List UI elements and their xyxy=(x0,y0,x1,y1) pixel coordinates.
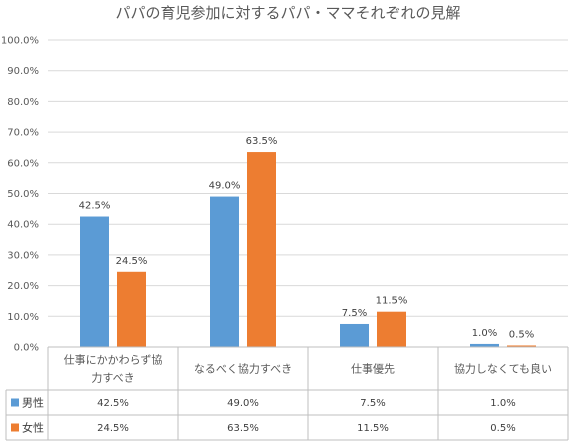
y-tick-label: 20.0% xyxy=(7,281,39,292)
data-label: 1.0% xyxy=(472,328,497,339)
y-tick-label: 90.0% xyxy=(7,66,39,77)
y-tick-label: 80.0% xyxy=(7,97,39,108)
y-tick-label: 0.0% xyxy=(14,343,39,354)
bar xyxy=(377,311,406,347)
table-value: 1.0% xyxy=(490,398,515,409)
table-value: 42.5% xyxy=(97,398,129,409)
category-label: 協力しなくても良い xyxy=(454,362,552,376)
legend-swatch xyxy=(11,423,19,432)
bar xyxy=(247,152,276,347)
category-label: 仕事優先 xyxy=(351,363,395,376)
data-label: 11.5% xyxy=(376,296,408,307)
data-label: 7.5% xyxy=(342,308,367,319)
data-label: 63.5% xyxy=(246,136,278,147)
data-label: 0.5% xyxy=(509,329,534,340)
data-label: 24.5% xyxy=(116,256,148,267)
bar xyxy=(507,345,536,347)
table-value: 49.0% xyxy=(227,398,259,409)
data-label: 49.0% xyxy=(209,181,241,192)
y-tick-label: 40.0% xyxy=(7,220,39,231)
legend-series-name: 男性 xyxy=(22,396,44,410)
y-tick-label: 30.0% xyxy=(7,250,39,261)
table-value: 11.5% xyxy=(357,423,389,434)
category-label: なるべく協力すべき xyxy=(194,363,292,376)
table-value: 63.5% xyxy=(227,423,259,434)
y-tick-label: 70.0% xyxy=(7,128,39,139)
bar xyxy=(80,216,109,347)
data-labels: 42.5% 24.5% 49.0% 63.5% 7.5% 11.5% 1.0% 0.5% xyxy=(79,136,535,340)
bars xyxy=(80,152,536,347)
y-tick-label: 100.0% xyxy=(1,36,39,47)
bar xyxy=(117,271,146,347)
category-label: 仕事にかかわらず協 xyxy=(64,354,163,367)
bar xyxy=(210,196,239,347)
y-axis-ticks: 0.0% 10.0% 20.0% 30.0% 40.0% 50.0% 60.0% 70.0% 8… xyxy=(1,36,39,354)
legend-swatch xyxy=(11,398,19,407)
bar xyxy=(470,343,499,347)
y-tick-label: 50.0% xyxy=(7,189,39,200)
y-tick-label: 60.0% xyxy=(7,158,39,169)
y-tick-label: 10.0% xyxy=(7,312,39,323)
category-label: 力すべき xyxy=(91,372,134,385)
table-value: 24.5% xyxy=(97,423,129,434)
table-value: 0.5% xyxy=(490,423,515,434)
legend-series-name: 女性 xyxy=(22,421,44,435)
table-value: 7.5% xyxy=(360,398,385,409)
chart-title: パパの育児参加に対するパパ・ママそれぞれの見解 xyxy=(115,4,460,22)
bar xyxy=(340,323,369,347)
data-label: 42.5% xyxy=(79,201,111,212)
